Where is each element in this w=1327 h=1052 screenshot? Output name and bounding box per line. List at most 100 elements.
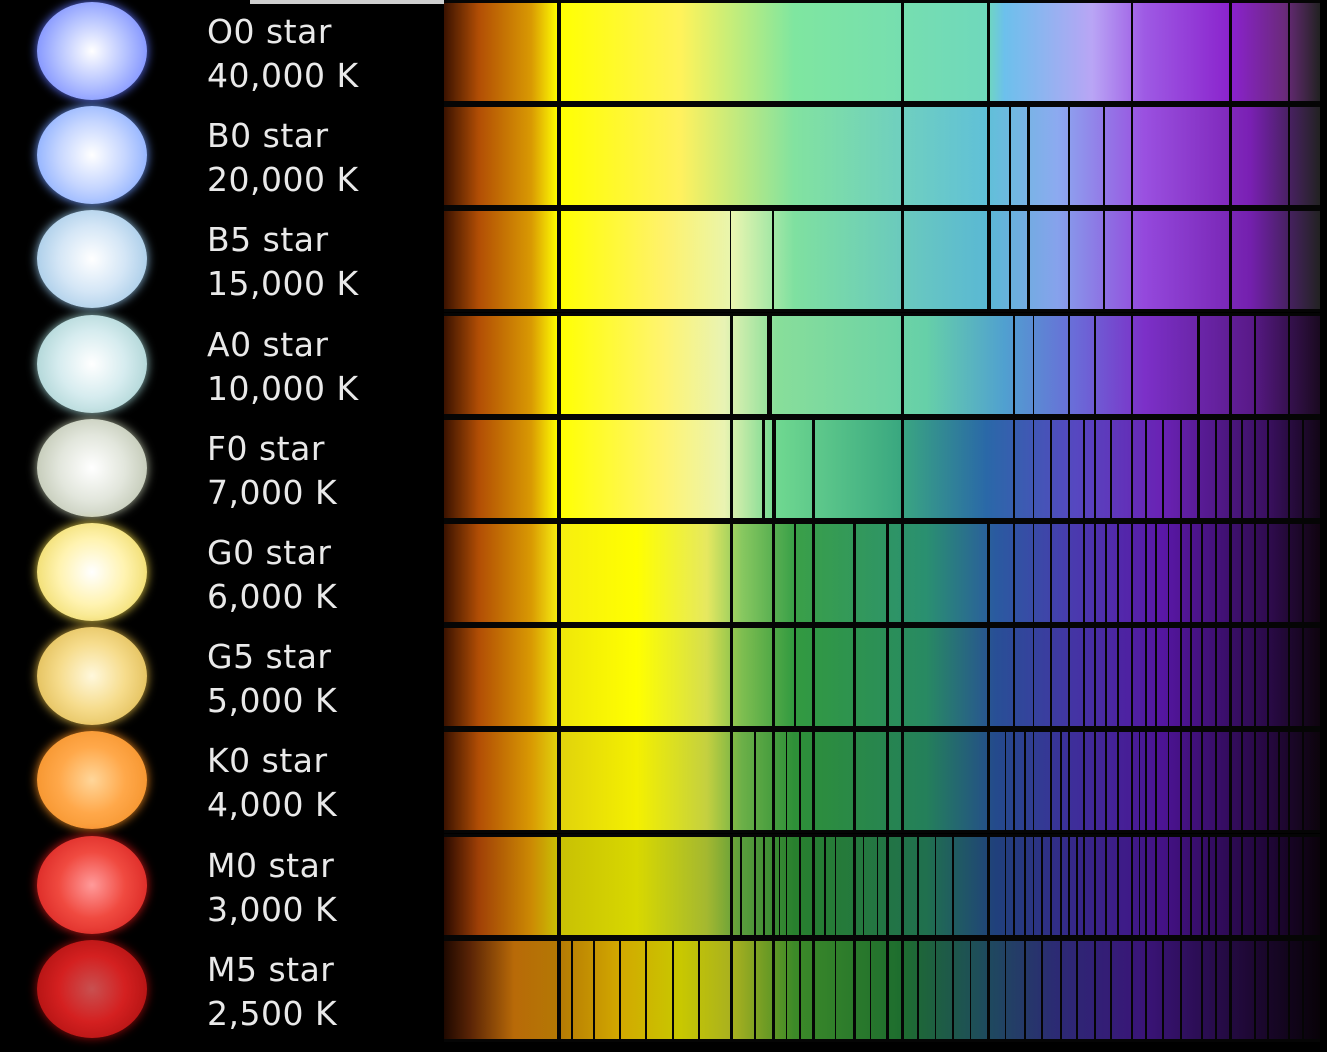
absorption-line	[1200, 521, 1204, 625]
absorption-line	[557, 521, 562, 625]
absorption-line	[952, 833, 954, 938]
absorption-line	[1067, 312, 1070, 417]
absorption-line	[811, 729, 815, 834]
absorption-line	[1109, 416, 1112, 521]
absorption-line	[1302, 416, 1305, 521]
absorption-line	[619, 937, 621, 1042]
star-temperature: 5,000 K	[207, 681, 338, 721]
row-separator	[444, 521, 1320, 524]
star-temperature: 3,000 K	[207, 889, 338, 929]
absorption-line	[1228, 729, 1232, 834]
row-separator	[444, 517, 1320, 521]
absorption-line	[987, 104, 991, 209]
row-separator	[444, 413, 1320, 417]
row-separator	[444, 937, 1320, 941]
absorption-line	[1105, 833, 1108, 938]
absorption-line	[1130, 0, 1134, 104]
spectrum-strip	[444, 208, 1320, 313]
row-separator	[444, 416, 1320, 420]
absorption-line	[917, 833, 919, 938]
spectrum-color-band	[444, 833, 1320, 938]
absorption-line	[1179, 833, 1182, 938]
spectrum-color-band	[444, 312, 1320, 417]
absorption-line	[1254, 625, 1257, 730]
absorption-line	[952, 937, 954, 1042]
row-separator	[444, 205, 1320, 209]
absorption-line	[1254, 729, 1257, 834]
absorption-line	[1302, 937, 1305, 1042]
row-separator	[444, 934, 1320, 938]
absorption-line	[798, 937, 801, 1042]
absorption-line	[1013, 625, 1016, 730]
absorption-line	[785, 729, 788, 834]
absorption-line	[771, 625, 775, 730]
star-label: F0 star 7,000 K	[207, 427, 337, 515]
absorption-line	[853, 625, 857, 730]
absorption-line	[1228, 0, 1232, 104]
absorption-line	[1200, 937, 1204, 1042]
absorption-line	[1102, 104, 1105, 209]
absorption-line	[1167, 625, 1170, 730]
absorption-line	[1144, 937, 1147, 1042]
absorption-line	[1228, 625, 1232, 730]
absorption-line	[901, 729, 905, 834]
absorption-line	[1059, 937, 1062, 1042]
absorption-line	[1004, 833, 1007, 938]
absorption-line	[1200, 833, 1204, 938]
star-label: G5 star 5,000 K	[207, 635, 337, 723]
spectrum-strip	[444, 416, 1320, 521]
absorption-line	[1067, 416, 1070, 521]
absorption-line	[762, 833, 765, 938]
absorption-line	[1190, 625, 1193, 730]
absorption-line	[1144, 833, 1147, 938]
absorption-line	[1179, 416, 1182, 521]
absorption-line	[1144, 521, 1147, 625]
star-temperature: 2,500 K	[207, 993, 338, 1033]
absorption-line	[824, 833, 826, 938]
absorption-line	[1102, 208, 1105, 313]
absorption-line	[1287, 521, 1291, 625]
absorption-line	[1059, 833, 1062, 938]
absorption-line	[740, 833, 742, 938]
absorption-line	[557, 208, 562, 313]
star-row: B0 star 20,000 K	[0, 104, 1327, 209]
absorption-line	[729, 729, 733, 834]
absorption-line	[1214, 729, 1217, 834]
absorption-line	[1267, 729, 1270, 834]
absorption-line	[1179, 521, 1182, 625]
row-separator	[444, 833, 1320, 837]
star-row: G0 star 6,000 K	[0, 521, 1327, 625]
absorption-line	[1083, 625, 1086, 730]
absorption-line	[1167, 729, 1170, 834]
star-type: G0 star	[207, 533, 332, 572]
absorption-line	[1267, 521, 1270, 625]
absorption-line	[771, 416, 776, 521]
absorption-line	[1254, 416, 1257, 521]
absorption-line	[761, 416, 766, 521]
absorption-line	[1287, 312, 1291, 417]
absorption-line	[771, 729, 775, 834]
absorption-line	[1130, 729, 1134, 834]
absorption-line	[886, 937, 889, 1042]
absorption-line	[1130, 625, 1134, 730]
star-color-orb	[37, 627, 147, 726]
absorption-line	[901, 104, 905, 209]
absorption-line	[729, 416, 733, 521]
spectrum-strip	[444, 312, 1320, 417]
absorption-line	[1067, 521, 1070, 625]
absorption-line	[1277, 833, 1280, 938]
absorption-line	[1116, 833, 1119, 938]
absorption-line	[1144, 625, 1147, 730]
absorption-line	[1032, 625, 1035, 730]
absorption-line	[987, 208, 992, 313]
star-label: B0 star 20,000 K	[207, 114, 359, 202]
absorption-line	[1013, 729, 1016, 834]
star-label: K0 star 4,000 K	[207, 739, 337, 827]
row-separator	[444, 312, 1320, 316]
absorption-line	[1190, 521, 1193, 625]
spectrum-color-band	[444, 416, 1320, 521]
absorption-line	[729, 208, 732, 313]
absorption-line	[1130, 104, 1134, 209]
absorption-line	[1287, 416, 1291, 521]
